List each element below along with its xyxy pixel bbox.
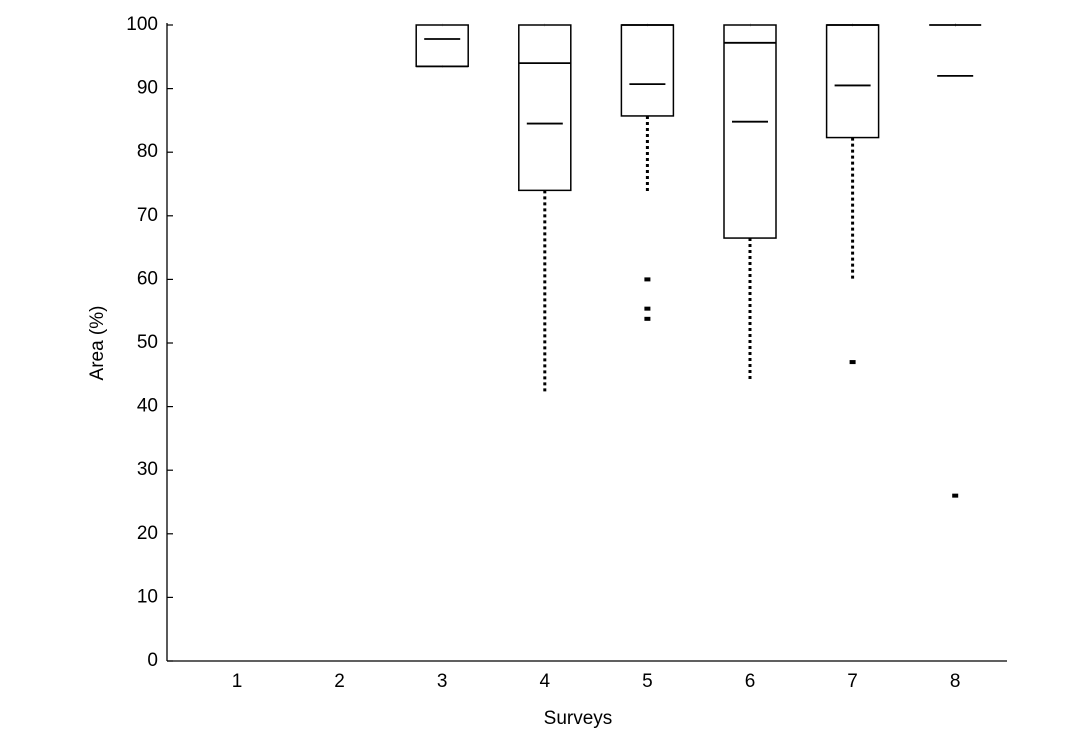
x-tick-label: 5 xyxy=(642,671,653,692)
box xyxy=(415,24,469,68)
x-tick-label: 3 xyxy=(437,671,448,692)
outlier xyxy=(644,277,651,282)
outlier xyxy=(952,493,959,498)
x-tick-label: 1 xyxy=(232,671,243,692)
y-axis-label: Area (%) xyxy=(87,306,108,381)
box xyxy=(723,24,777,239)
x-tick-label: 2 xyxy=(334,671,345,692)
outlier xyxy=(644,306,651,311)
outlier xyxy=(644,316,651,321)
y-tick-label: 40 xyxy=(137,396,158,417)
y-tick-label: 70 xyxy=(137,205,158,226)
y-tick-label: 80 xyxy=(137,141,158,162)
y-tick-label: 50 xyxy=(137,332,158,353)
outlier xyxy=(849,360,856,365)
box xyxy=(620,24,675,117)
y-tick-label: 20 xyxy=(137,523,158,544)
y-tick-label: 0 xyxy=(147,650,158,671)
y-tick-label: 90 xyxy=(137,78,158,99)
box xyxy=(825,24,880,139)
x-tick-label: 6 xyxy=(745,671,756,692)
x-tick-label: 7 xyxy=(847,671,858,692)
x-tick-label: 4 xyxy=(540,671,551,692)
x-axis-label: Surveys xyxy=(544,708,613,729)
box xyxy=(518,24,572,192)
x-tick-label: 8 xyxy=(950,671,961,692)
y-tick-label: 100 xyxy=(126,14,158,35)
y-tick-label: 60 xyxy=(137,268,158,289)
y-tick-label: 30 xyxy=(137,459,158,480)
y-tick-label: 10 xyxy=(137,586,158,607)
